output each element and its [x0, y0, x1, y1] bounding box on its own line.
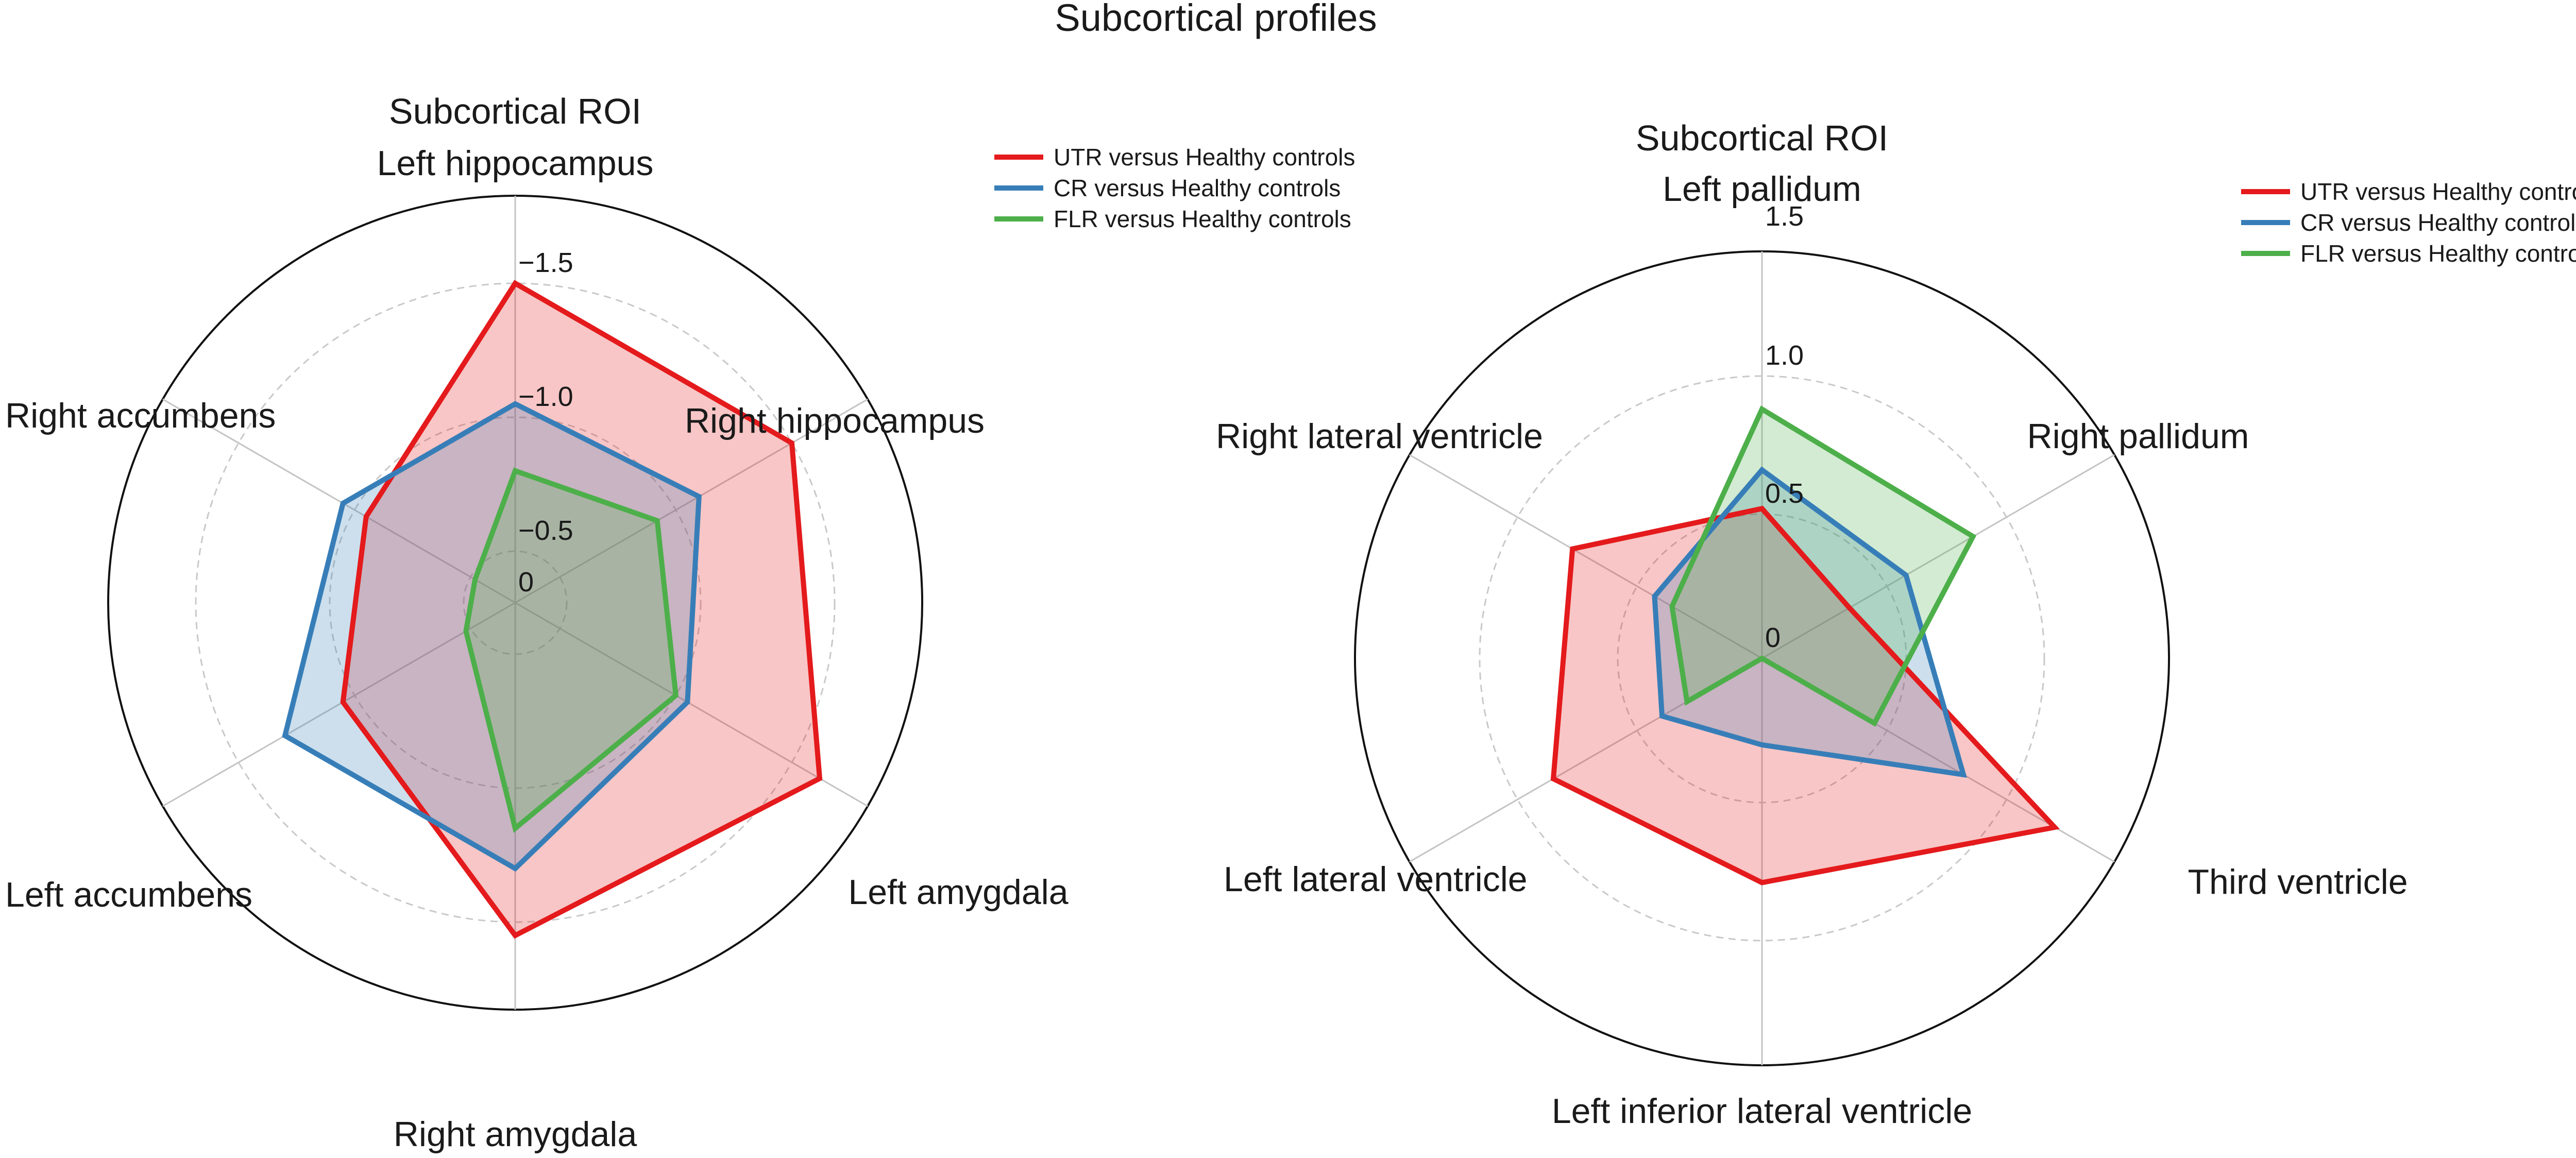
radial-tick-label: −0.5: [518, 515, 573, 546]
series-outline: [1652, 466, 1967, 778]
legend-label: CR versus Healthy controls: [1054, 175, 1341, 201]
spoke-line: [162, 602, 516, 807]
legend: UTR versus Healthy controls CR versus Hea…: [2241, 178, 2576, 267]
panel-title: Subcortical ROI: [389, 91, 641, 131]
axis-label: Right lateral ventricle: [1216, 417, 1543, 456]
series-outline: [1550, 505, 2060, 885]
radial-tick-label: 0.5: [1765, 478, 1804, 509]
axis-label: Right pallidum: [2027, 417, 2249, 456]
axis-label: Left lateral ventricle: [1224, 860, 1528, 899]
series-fill: [466, 471, 676, 828]
radial-tick-label: 1.5: [1765, 201, 1804, 232]
legend-label: UTR versus Healthy controls: [2300, 178, 2576, 205]
series-outline: [340, 280, 823, 939]
series-fill: [1553, 508, 2055, 883]
legend-label: FLR versus Healthy controls: [1054, 206, 1351, 232]
axis-label: Left accumbens: [5, 875, 252, 914]
legend-label: CR versus Healthy controls: [2300, 209, 2576, 236]
figure-title: Subcortical profiles: [1055, 0, 1377, 39]
spoke-line: [162, 398, 516, 604]
series-outline: [463, 467, 679, 833]
series-outline: [1669, 405, 1977, 727]
radial-tick-label: 0: [518, 567, 534, 598]
radial-tick-label: −1.5: [518, 247, 573, 278]
radar-chart-left: Subcortical ROI 0 −0.5 −1.0 −1.5 Left hippoca…: [5, 91, 1355, 1154]
axis-label: Right hippocampus: [685, 401, 985, 440]
radial-tick-label: 0: [1765, 622, 1781, 653]
radial-tick-label: 1.0: [1765, 340, 1804, 371]
spoke-line: [515, 398, 868, 604]
axis-label: Right amygdala: [394, 1115, 637, 1154]
series-fill: [343, 283, 820, 935]
axis-label: Right accumbens: [5, 396, 276, 435]
legend-label: UTR versus Healthy controls: [1054, 144, 1355, 171]
series-fill: [285, 404, 699, 868]
panel-title: Subcortical ROI: [1636, 118, 1888, 158]
axis-label: Third ventricle: [2188, 862, 2408, 901]
spoke-line: [1409, 454, 1762, 659]
axis-label: Left inferior lateral ventricle: [1552, 1092, 1972, 1131]
radial-tick-label: −1.0: [518, 381, 573, 412]
axis-label: Left pallidum: [1663, 169, 1861, 209]
spoke-line: [515, 602, 868, 807]
spoke-line: [1761, 454, 2115, 659]
legend: UTR versus Healthy controls CR versus Hea…: [994, 144, 1355, 232]
axis-label: Left amygdala: [848, 873, 1068, 912]
series-outline: [282, 401, 702, 872]
axis-label: Left hippocampus: [377, 144, 654, 183]
legend-label: FLR versus Healthy controls: [2300, 240, 2576, 267]
grid-circle: [1479, 375, 2045, 942]
